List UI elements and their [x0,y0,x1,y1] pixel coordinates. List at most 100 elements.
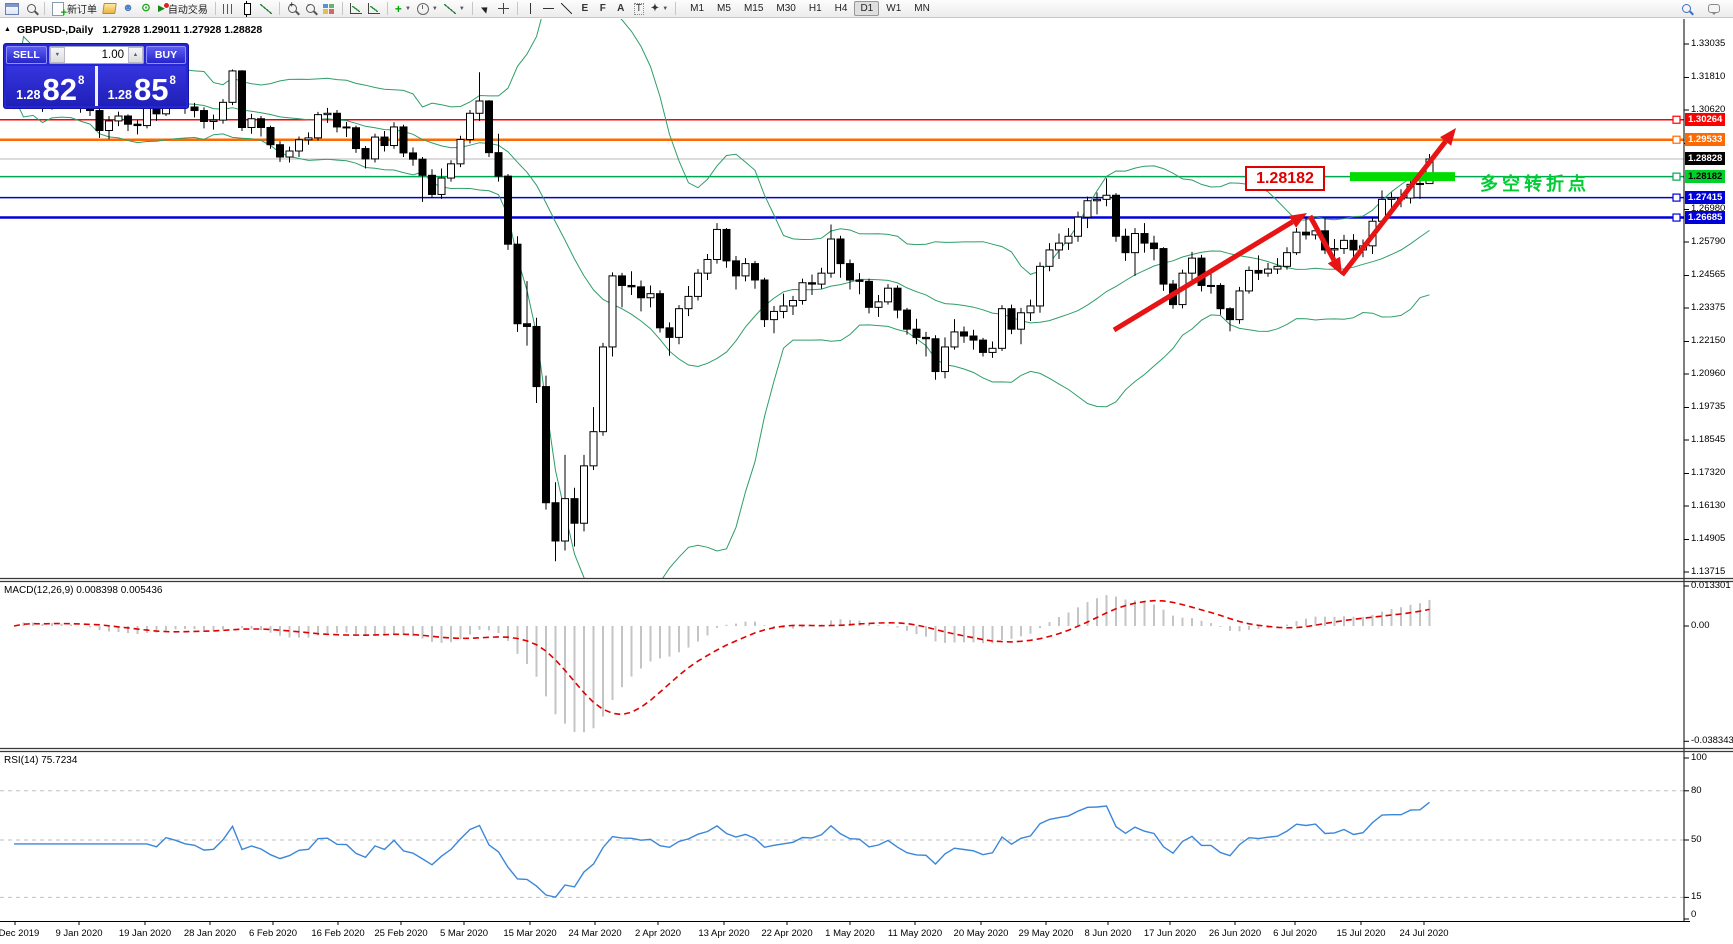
dropdown-caret-icon: ▼ [404,5,411,12]
collapse-arrow-icon[interactable]: ▲ [4,26,11,33]
text-button[interactable]: A [612,1,630,17]
autotrading-label: 自动交易 [167,5,208,16]
vertical-line-button[interactable] [522,1,540,17]
timeframe-button-d1[interactable]: D1 [854,1,880,16]
timeframe-button-w1[interactable]: W1 [880,1,907,16]
signal-icon: ⊙ [141,2,151,14]
zoom-out-button[interactable]: - [302,1,320,17]
toolbar-separator [516,2,518,15]
fibonacci-button[interactable]: F [594,1,612,17]
trend-note-text[interactable]: 多空转折点 [1480,174,1590,194]
timeframe-button-h4[interactable]: H4 [829,1,854,16]
new-order-button[interactable]: 新订单 [49,1,100,19]
toolbar: 新订单 ☻ ⊙ ▶ 自动交易 + - +▼ ▼ ▼ E F A T ✦ [0,0,1733,19]
new-order-icon [52,1,67,19]
timeframe-button-m15[interactable]: M15 [738,1,769,16]
arrows-icon: ✦ [650,2,660,14]
volume-input[interactable] [64,47,128,63]
toolbar-separator [214,2,216,15]
chart-shift-icon [367,3,380,14]
text-label-button[interactable]: T [630,1,648,17]
periods-button[interactable]: ▼ [414,1,441,17]
fibonacci-icon: F [599,2,606,14]
vertical-line-icon [530,3,532,14]
signals-button[interactable]: ⊙ [137,1,155,17]
buy-price-pip: 8 [169,75,176,87]
auto-scroll-button[interactable] [347,1,365,17]
new-order-label: 新订单 [67,5,97,16]
sell-price[interactable]: 1.28 82 8 [6,66,95,106]
horizontal-line-icon [543,8,555,9]
macd-label: MACD(12,26,9) 0.008398 0.005436 [4,585,162,596]
sell-button[interactable]: SELL [6,46,47,64]
add-indicator-icon: + [394,1,402,16]
zoom-out-icon: - [306,1,316,13]
toolbar-separator [386,2,388,15]
text-label-icon: T [633,2,644,15]
timeframe-group: M1 M5 M15 M30 H1 H4 D1 W1 MN [684,1,936,16]
text-icon: A [617,2,625,14]
profiles-magnifier-icon [26,4,36,13]
channel-button[interactable]: E [576,1,594,17]
trade-panel-controls: SELL ▼ ▲ BUY [6,46,186,64]
navigator-button[interactable]: ☻ [119,1,137,17]
dropdown-caret-icon: ▼ [662,5,669,12]
horizontal-line-button[interactable] [540,1,558,17]
dropdown-caret-icon: ▼ [458,5,465,12]
rsi-label: RSI(14) 75.7234 [4,755,77,766]
history-center-button[interactable] [100,1,119,17]
line-chart-button[interactable] [257,1,275,17]
new-chart-button[interactable] [2,1,22,17]
zoom-in-icon: + [288,1,298,13]
trade-panel-prices: 1.28 82 8 1.28 85 8 [6,66,186,106]
bar-chart-icon [223,3,235,14]
cursor-button[interactable] [477,1,495,17]
symbol-period-label: GBPUSD-,Daily [16,24,94,36]
profiles-button[interactable] [22,1,40,17]
rsi-title: RSI(14) [4,755,39,766]
toolbar-right [1677,1,1733,17]
autotrading-icon: ▶ [158,2,170,13]
sell-price-pip: 8 [77,75,85,87]
cursor-icon [481,3,491,14]
autotrading-button[interactable]: ▶ 自动交易 [155,1,211,17]
template-icon [443,3,456,14]
crosshair-icon [498,3,510,14]
timeframe-button-mn[interactable]: MN [908,1,936,16]
sell-price-big: 82 [42,72,77,108]
history-cube-icon [102,3,117,14]
buy-price[interactable]: 1.28 85 8 [97,66,186,106]
crosshair-button[interactable] [495,1,513,17]
trendline-icon [561,3,573,14]
rsi-value: 75.7234 [41,755,78,766]
line-chart-icon [259,3,272,14]
tile-windows-button[interactable] [320,1,338,17]
macd-title: MACD(12,26,9) [4,585,74,596]
clock-icon [416,2,429,15]
volume-increase-button[interactable]: ▲ [128,47,143,63]
timeframe-button-m5[interactable]: M5 [711,1,737,16]
candlestick-chart-button[interactable] [238,0,257,17]
zoom-in-button[interactable]: + [284,1,302,17]
timeframe-button-m30[interactable]: M30 [770,1,801,16]
templates-button[interactable]: ▼ [441,1,468,17]
toolbar-separator [278,2,280,15]
chat-button[interactable] [1705,1,1723,17]
trendline-button[interactable] [558,1,576,17]
bar-chart-button[interactable] [220,1,238,17]
buy-button[interactable]: BUY [146,46,186,64]
volume-decrease-button[interactable]: ▼ [49,47,65,63]
search-button[interactable] [1677,1,1695,17]
arrows-button[interactable]: ✦ ▼ [648,1,671,17]
timeframe-button-m1[interactable]: M1 [684,1,710,16]
timeframe-button-h1[interactable]: H1 [803,1,828,16]
chart-shift-button[interactable] [365,1,383,17]
indicators-button[interactable]: + ▼ [392,1,414,17]
toolbar-separator [341,2,343,15]
dropdown-caret-icon: ▼ [431,5,438,12]
price-level-callout[interactable]: 1.28182 [1245,166,1325,191]
volume-spinner: ▼ ▲ [48,46,144,64]
